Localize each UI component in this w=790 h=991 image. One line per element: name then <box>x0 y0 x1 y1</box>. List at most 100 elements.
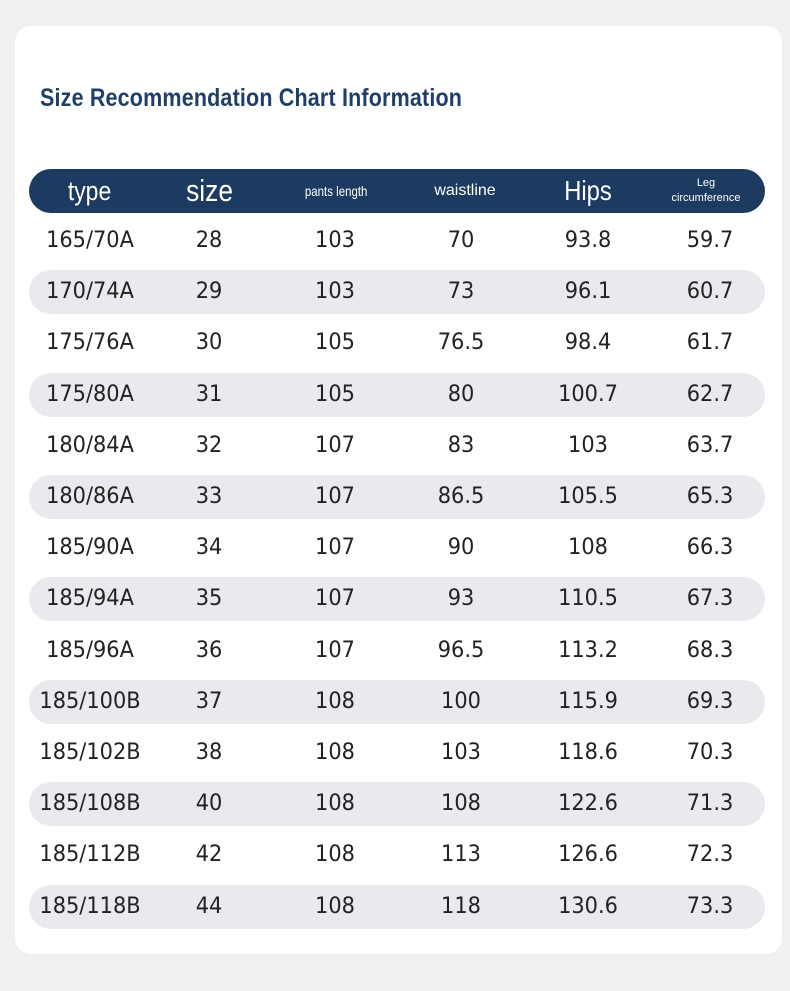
page-title: Size Recommendation Chart Information <box>40 84 463 112</box>
header-hips-label: Hips <box>564 175 612 206</box>
cell-pants-length: 103 <box>315 279 355 305</box>
cell-waistline: 80 <box>447 381 475 407</box>
table-row: 185/112B 42 108 113 126.6 72.3 <box>29 833 765 877</box>
table-row: 180/86A 33 107 86.5 105.5 65.3 <box>29 475 765 519</box>
cell-pants-length: 105 <box>315 381 355 407</box>
cell-type: 180/86A <box>46 484 134 509</box>
cell-hips: 113.2 <box>558 637 618 663</box>
cell-hips: 126.6 <box>558 842 618 868</box>
cell-waistline: 83 <box>447 432 475 458</box>
table-row: 165/70A 28 103 70 93.8 59.7 <box>29 219 765 263</box>
cell-hips: 98.4 <box>564 330 612 356</box>
cell-type: 175/80A <box>46 381 134 407</box>
cell-type: 185/108B <box>39 791 141 817</box>
table-row: 175/80A 31 105 80 100.7 62.7 <box>29 372 765 417</box>
cell-pants-length: 107 <box>315 535 355 561</box>
cell-pants-length: 108 <box>315 791 355 817</box>
table-row: 185/108B 40 108 108 122.6 71.3 <box>29 782 765 827</box>
cell-hips: 108 <box>568 535 608 561</box>
cell-pants-length: 107 <box>315 637 355 663</box>
cell-leg-circumference: 67.3 <box>686 586 734 612</box>
table-row: 170/74A 29 103 73 96.1 60.7 <box>29 270 765 315</box>
cell-waistline: 103 <box>441 740 481 765</box>
cell-leg-circumference: 65.3 <box>686 484 734 509</box>
cell-hips: 93.8 <box>564 228 612 253</box>
cell-size: 33 <box>195 484 223 509</box>
cell-leg-circumference: 62.7 <box>686 381 734 407</box>
table-row: 185/102B 38 108 103 118.6 70.3 <box>29 731 765 775</box>
cell-size: 38 <box>195 740 223 765</box>
cell-type: 165/70A <box>46 228 134 253</box>
cell-pants-length: 108 <box>315 893 355 919</box>
cell-leg-circumference: 72.3 <box>686 842 734 868</box>
table-row: 185/94A 35 107 93 110.5 67.3 <box>29 577 765 622</box>
cell-waistline: 90 <box>447 535 475 561</box>
cell-leg-circumference: 61.7 <box>686 330 734 356</box>
cell-waistline: 93 <box>447 586 475 612</box>
table-header: type size pants length waistline Hips Le… <box>29 169 765 213</box>
header-size: size <box>149 169 271 213</box>
cell-hips: 118.6 <box>558 740 618 765</box>
cell-hips: 110.5 <box>558 586 618 612</box>
cell-waistline: 96.5 <box>437 637 485 663</box>
cell-hips: 130.6 <box>558 893 618 919</box>
cell-hips: 100.7 <box>558 381 618 407</box>
cell-leg-circumference: 71.3 <box>686 791 734 817</box>
table-row: 180/84A 32 107 83 103 63.7 <box>29 424 765 468</box>
cell-size: 36 <box>195 637 223 663</box>
cell-pants-length: 103 <box>315 228 355 253</box>
cell-leg-circumference: 60.7 <box>686 279 734 305</box>
cell-leg-circumference: 73.3 <box>686 893 734 919</box>
cell-leg-circumference: 68.3 <box>686 637 734 663</box>
table-row: 185/118B 44 108 118 130.6 73.3 <box>29 884 765 929</box>
cell-size: 29 <box>195 279 223 305</box>
cell-leg-circumference: 69.3 <box>686 688 734 714</box>
header-pants-length: pants length <box>271 169 401 213</box>
header-leg-circumference: Leg circumference <box>647 169 765 213</box>
cell-pants-length: 108 <box>315 740 355 765</box>
cell-type: 185/90A <box>46 535 134 561</box>
cell-size: 37 <box>195 688 223 714</box>
cell-leg-circumference: 59.7 <box>686 228 734 253</box>
cell-pants-length: 107 <box>315 484 355 509</box>
cell-waistline: 76.5 <box>437 330 485 356</box>
header-size-label: size <box>186 173 234 208</box>
cell-type: 185/100B <box>39 688 141 714</box>
cell-size: 40 <box>195 791 223 817</box>
cell-hips: 103 <box>568 432 608 458</box>
table-row: 175/76A 30 105 76.5 98.4 61.7 <box>29 321 765 365</box>
cell-type: 185/118B <box>39 893 141 919</box>
cell-waistline: 100 <box>441 688 481 714</box>
header-waistline-label: waistline <box>434 182 496 199</box>
cell-hips: 105.5 <box>558 484 618 509</box>
cell-pants-length: 107 <box>315 586 355 612</box>
cell-waistline: 118 <box>441 893 481 919</box>
cell-hips: 115.9 <box>558 688 618 714</box>
table-row: 185/100B 37 108 100 115.9 69.3 <box>29 679 765 724</box>
header-hips: Hips <box>529 169 647 213</box>
cell-size: 31 <box>195 381 223 407</box>
cell-waistline: 108 <box>441 791 481 817</box>
header-leg-label-line1: Leg <box>696 177 716 189</box>
cell-size: 30 <box>195 330 223 356</box>
cell-type: 180/84A <box>46 432 134 458</box>
header-pants-length-label: pants length <box>304 183 368 199</box>
cell-pants-length: 108 <box>315 688 355 714</box>
cell-pants-length: 107 <box>315 432 355 458</box>
cell-type: 185/94A <box>46 586 134 612</box>
cell-pants-length: 108 <box>315 842 355 868</box>
cell-size: 35 <box>195 586 223 612</box>
cell-hips: 96.1 <box>564 279 612 305</box>
cell-leg-circumference: 63.7 <box>686 432 734 458</box>
cell-waistline: 70 <box>447 228 475 253</box>
cell-waistline: 113 <box>441 842 481 868</box>
cell-leg-circumference: 70.3 <box>686 740 734 765</box>
cell-leg-circumference: 66.3 <box>686 535 734 561</box>
header-type: type <box>31 169 149 213</box>
cell-type: 175/76A <box>46 330 134 356</box>
cell-size: 42 <box>195 842 223 868</box>
cell-size: 44 <box>195 893 223 919</box>
cell-size: 32 <box>195 432 223 458</box>
cell-pants-length: 105 <box>315 330 355 356</box>
cell-waistline: 86.5 <box>437 484 485 509</box>
